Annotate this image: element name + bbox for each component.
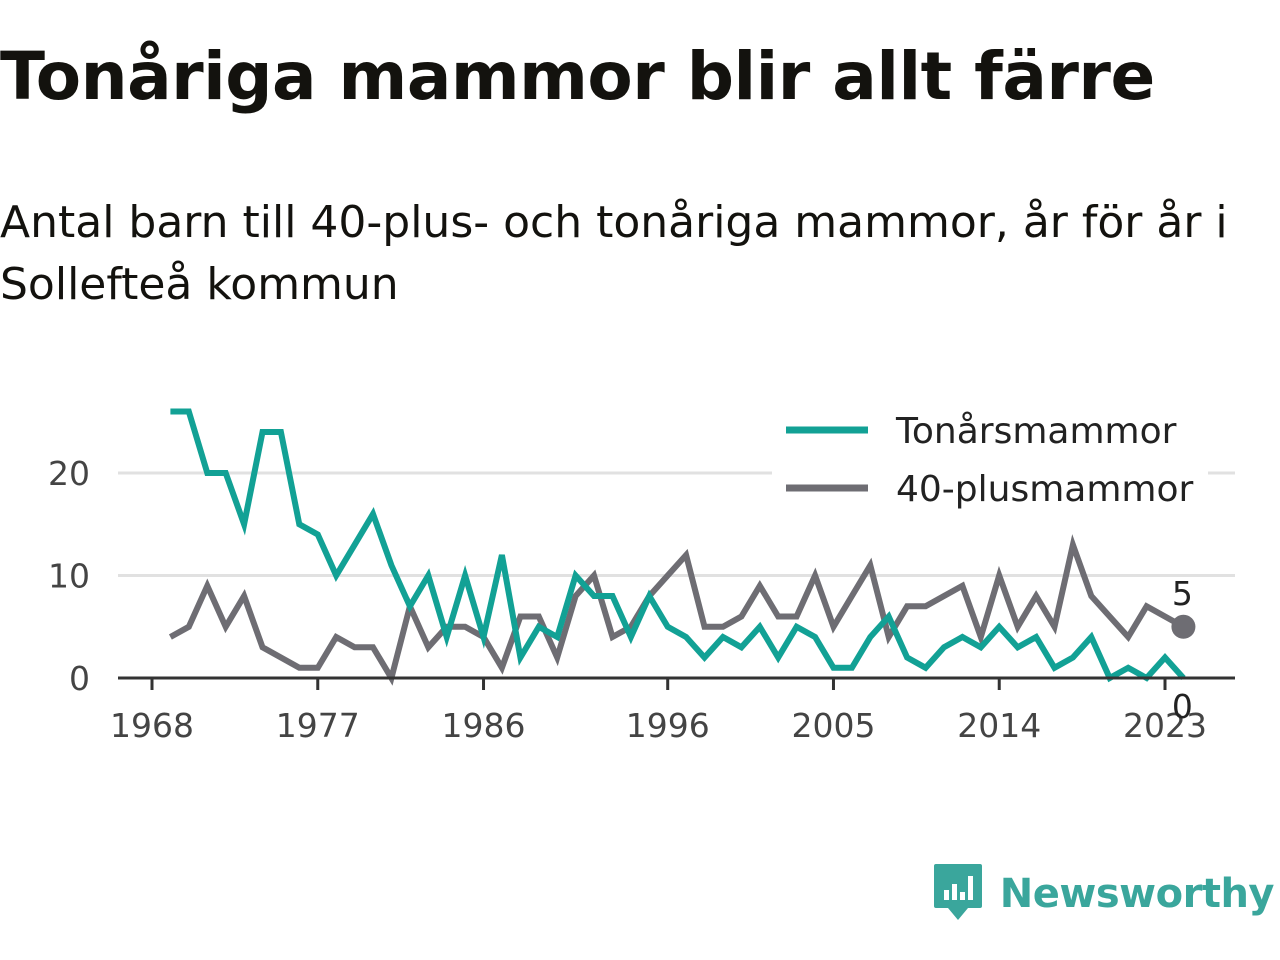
series-lines: [168, 408, 1196, 686]
series-line-tonarsmammor: [170, 408, 1186, 683]
end-point-marker: [1171, 614, 1196, 639]
brand-name: Newsworthy: [999, 871, 1275, 917]
x-tick-label: 1996: [626, 706, 710, 745]
x-tick-label: 2023: [1123, 706, 1207, 745]
x-tick-label: 1977: [276, 706, 360, 745]
end-label-40-plusmammor: 5: [1172, 574, 1193, 613]
brand-logo: Newsworthy: [932, 862, 1275, 926]
x-tick-label: 2005: [791, 706, 875, 745]
end-label-tonarsmammor: 0: [1172, 687, 1193, 726]
x-tick-label: 2014: [957, 706, 1041, 745]
x-tick-label: 1968: [110, 706, 194, 745]
chart-subtitle: Antal barn till 40-plus- och tonåriga ma…: [0, 197, 1228, 310]
axes: 0 10 20 1968 1977 1986 1996 2005 2014 2023: [48, 454, 1235, 745]
series-line-40-plusmammor: [168, 534, 1185, 686]
y-tick-label: 10: [48, 557, 90, 596]
legend-label: 40-plusmammor: [896, 469, 1194, 510]
y-tick-label: 20: [48, 454, 90, 493]
legend-background: [772, 402, 1208, 518]
line-chart: 0 10 20 1968 1977 1986 1996 2005 2014 2023 Tonårs…: [48, 402, 1235, 745]
newsworthy-logo-icon: [932, 862, 984, 926]
legend-label: Tonårsmammor: [895, 411, 1177, 452]
y-tick-label: 0: [69, 659, 90, 698]
legend: Tonårsmammor 40-plusmammor: [772, 402, 1208, 518]
x-tick-label: 1986: [442, 706, 526, 745]
chart-title: Tonåriga mammor blir allt färre: [0, 38, 1155, 115]
end-labels: 50: [1172, 574, 1193, 726]
